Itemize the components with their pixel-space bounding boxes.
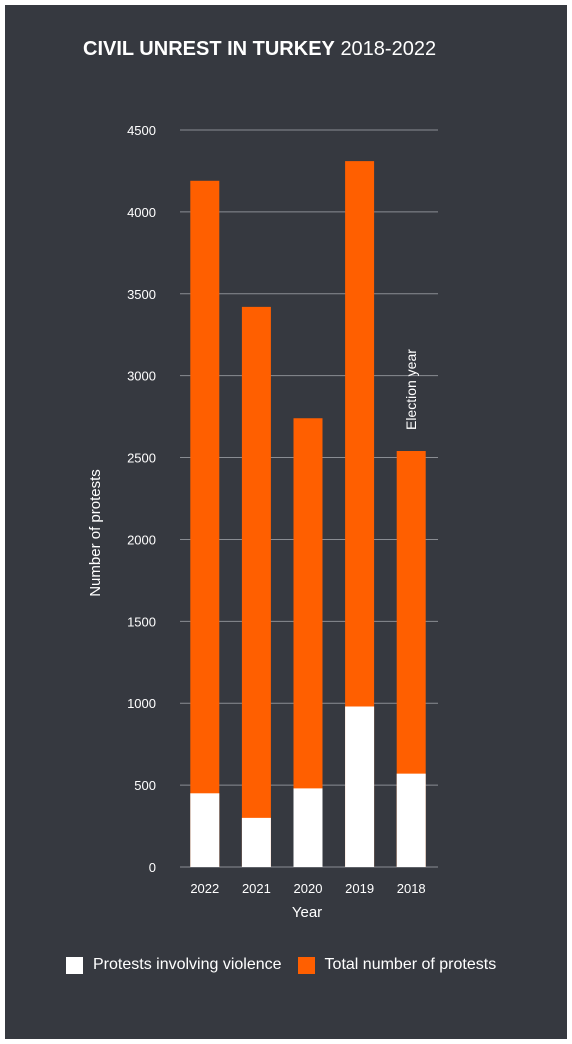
y-tick-label: 2500 — [127, 451, 156, 466]
annotation-election-year: Election year — [403, 349, 419, 430]
bar-violence-2022 — [190, 793, 220, 867]
y-tick-label: 4500 — [127, 123, 156, 138]
bar-total-2022 — [190, 180, 220, 867]
x-tick-label: 2021 — [242, 881, 271, 896]
legend-swatch-violence — [66, 956, 83, 974]
bar-total-2021 — [241, 306, 271, 867]
x-tick-label: 2020 — [294, 881, 323, 896]
legend-item-total: Total number of protests — [297, 956, 497, 974]
y-tick-label: 3500 — [127, 287, 156, 302]
x-tick-label: 2022 — [190, 881, 219, 896]
y-tick-label: 0 — [149, 860, 156, 875]
bar-violence-2019 — [345, 706, 375, 867]
y-tick-label: 1500 — [127, 614, 156, 629]
title-bold: CIVIL UNREST IN TURKEY — [83, 38, 335, 60]
bar-violence-2020 — [293, 788, 323, 867]
legend-swatch-total — [297, 956, 315, 974]
y-tick-label: 500 — [134, 778, 156, 793]
y-tick-label: 3000 — [127, 369, 156, 384]
y-tick-label: 2000 — [127, 532, 156, 547]
bar-violence-2018 — [396, 773, 426, 867]
legend-label-violence: Protests involving violence — [93, 956, 282, 973]
legend-label-total: Total number of protests — [324, 956, 497, 973]
chart-title: CIVIL UNREST IN TURKEY 2018-2022 — [83, 38, 436, 61]
x-axis-title: Year — [292, 904, 322, 921]
x-tick-label: 2019 — [345, 881, 374, 896]
x-tick-label: 2018 — [397, 881, 426, 896]
y-axis-title: Number of protests — [87, 469, 104, 597]
y-tick-label: 1000 — [127, 696, 156, 711]
legend-item-violence: Protests involving violence — [66, 956, 282, 974]
bar-violence-2021 — [241, 817, 271, 867]
y-tick-label: 4000 — [127, 205, 156, 220]
title-years: 2018-2022 — [340, 38, 437, 60]
legend: Protests involving violence Total number… — [66, 956, 512, 974]
